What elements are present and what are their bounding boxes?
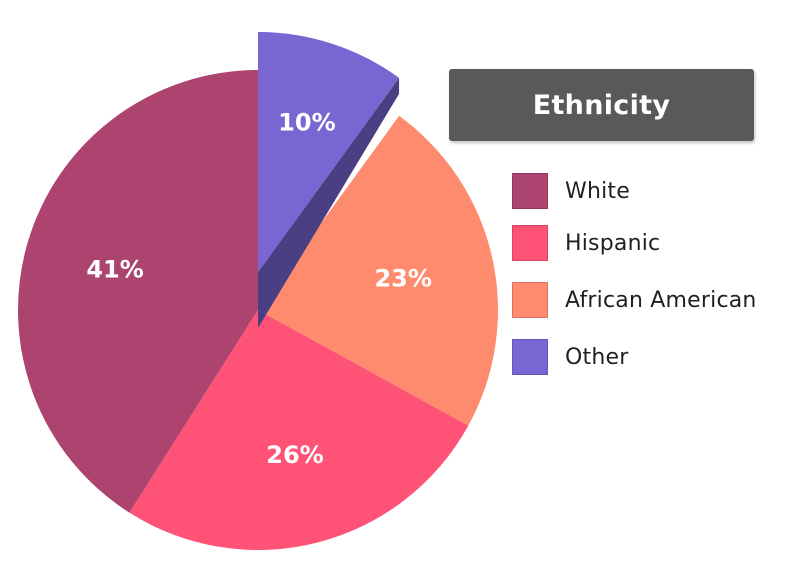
legend-label-white: White <box>565 178 630 204</box>
legend-swatch-other <box>512 339 548 375</box>
legend-item-white: White <box>512 171 630 211</box>
legend-item-hispanic: Hispanic <box>512 223 660 263</box>
legend-item-african-american: African American <box>512 280 757 320</box>
pie-slice-hispanic <box>129 310 469 550</box>
pie-slice-white <box>17 70 259 513</box>
legend-swatch-white <box>512 173 548 209</box>
legend-title-box: Ethnicity <box>449 69 754 141</box>
legend-swatch-hispanic <box>512 225 548 261</box>
pie-slice-label-other: 10% <box>278 108 335 136</box>
legend-label-african-american: African American <box>565 287 757 313</box>
pie-slice-label-white: 41% <box>86 256 143 284</box>
pie-slice-african-american <box>258 115 498 426</box>
pie-slice-label-hispanic: 26% <box>266 441 323 469</box>
pie-slice-other-edge <box>258 77 400 328</box>
legend-title: Ethnicity <box>532 89 671 121</box>
legend-label-other: Other <box>565 344 629 370</box>
legend-label-hispanic: Hispanic <box>565 230 661 256</box>
pie-slice-label-african-american: 23% <box>374 265 431 293</box>
pie-slice-other <box>258 32 400 272</box>
legend-swatch-african-american <box>512 282 548 318</box>
legend-item-other: Other <box>512 337 628 377</box>
